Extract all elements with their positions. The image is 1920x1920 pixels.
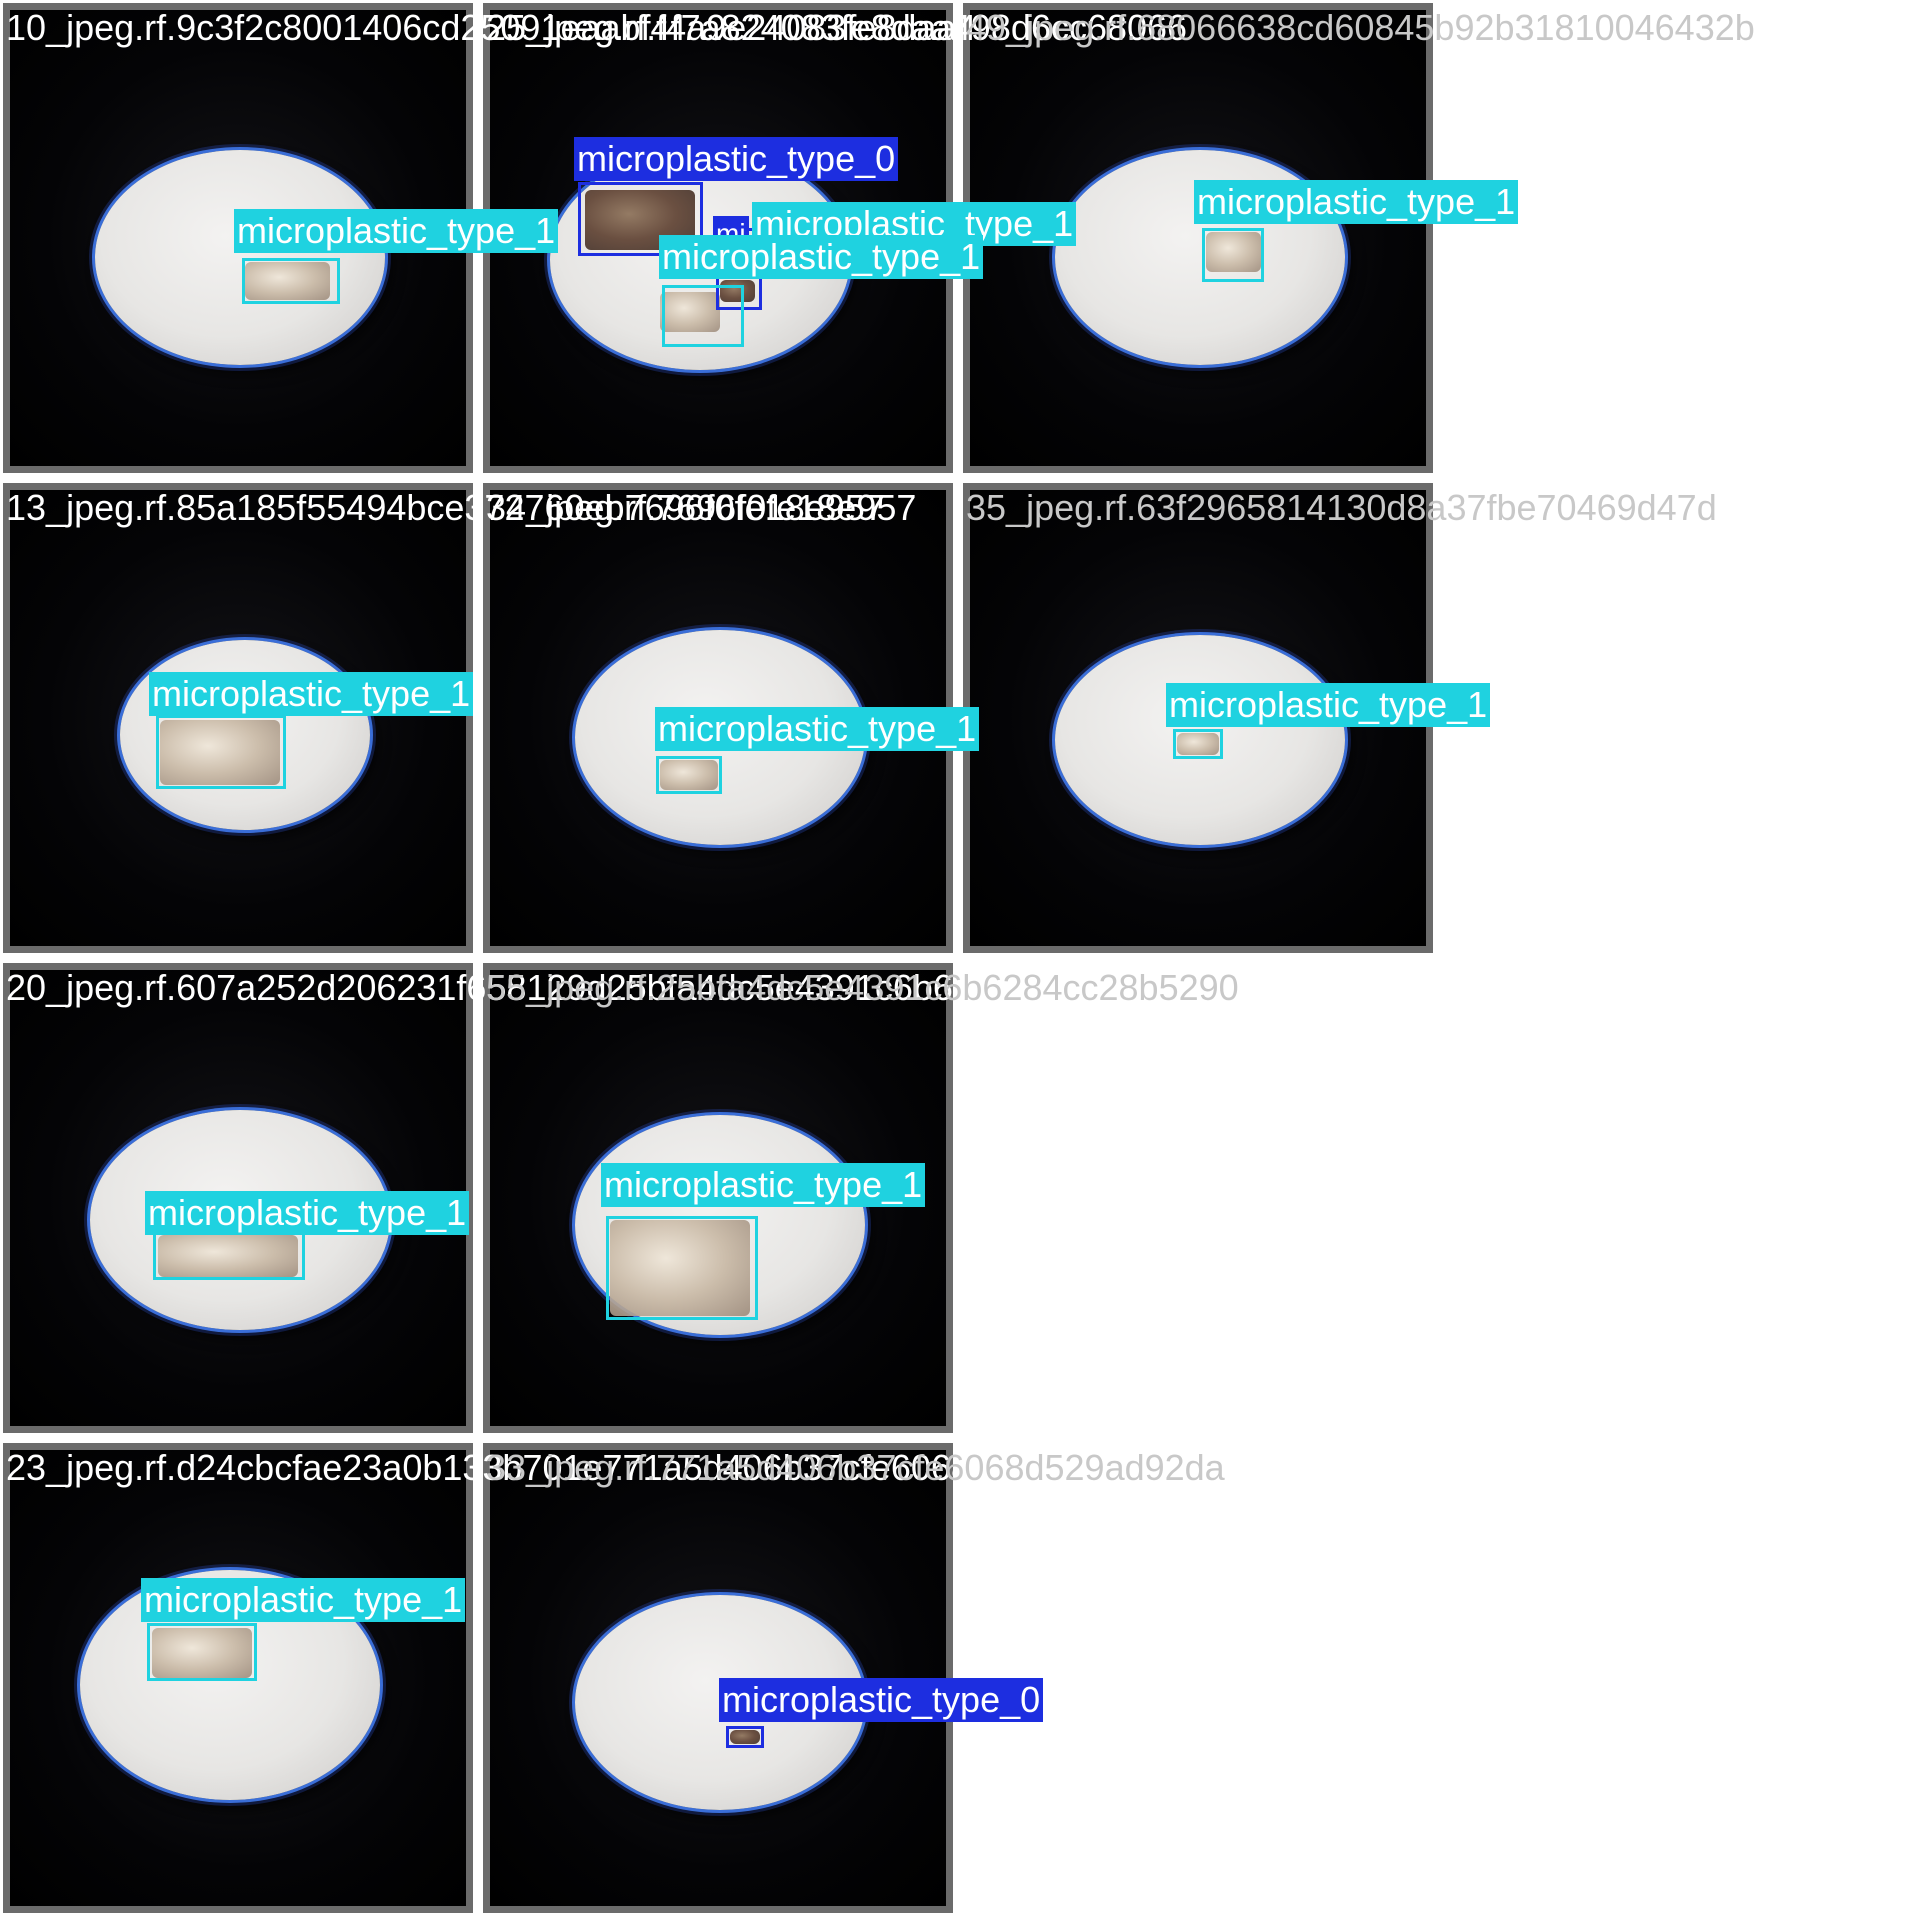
detection-box [578, 182, 703, 256]
image-tile [3, 1443, 473, 1913]
detection-box [242, 258, 340, 304]
detection-box [606, 1216, 758, 1320]
particle [160, 720, 280, 785]
detection-label: microplastic_type_1 [234, 209, 559, 253]
detection-label: microplastic_type_0 [719, 1678, 1044, 1722]
detection-label: microplastic_type_1 [1194, 180, 1519, 224]
detection-label: microplastic_type_1 [149, 672, 474, 716]
detection-label: microplastic_type_1 [1166, 683, 1491, 727]
particle [152, 1628, 252, 1678]
detection-box [153, 1230, 305, 1280]
detection-box [1173, 729, 1223, 759]
detection-box [662, 285, 744, 347]
image-tile [3, 483, 473, 953]
detection-box [1202, 228, 1264, 282]
detection-box [726, 1726, 764, 1748]
detection-box [656, 756, 722, 794]
detection-box [156, 715, 286, 789]
particle [158, 1235, 298, 1277]
particle [660, 760, 718, 790]
image-tile [483, 963, 953, 1433]
particle [660, 292, 720, 332]
particle [1206, 232, 1261, 272]
particle [730, 1730, 760, 1744]
detection-label: microplastic_type_1 [659, 235, 984, 279]
detection-label: microplastic_type_1 [141, 1578, 466, 1622]
detection-box [147, 1623, 257, 1681]
detection-label: microplastic_type_1 [655, 707, 980, 751]
particle [610, 1220, 750, 1316]
detection-label: microplastic_type_1 [145, 1191, 470, 1235]
detection-label: microplastic_type_1 [601, 1163, 926, 1207]
microscope-field [95, 150, 385, 365]
particle [1177, 733, 1219, 755]
particle [245, 262, 330, 300]
detection-label: microplastic_type_0 [574, 137, 899, 181]
